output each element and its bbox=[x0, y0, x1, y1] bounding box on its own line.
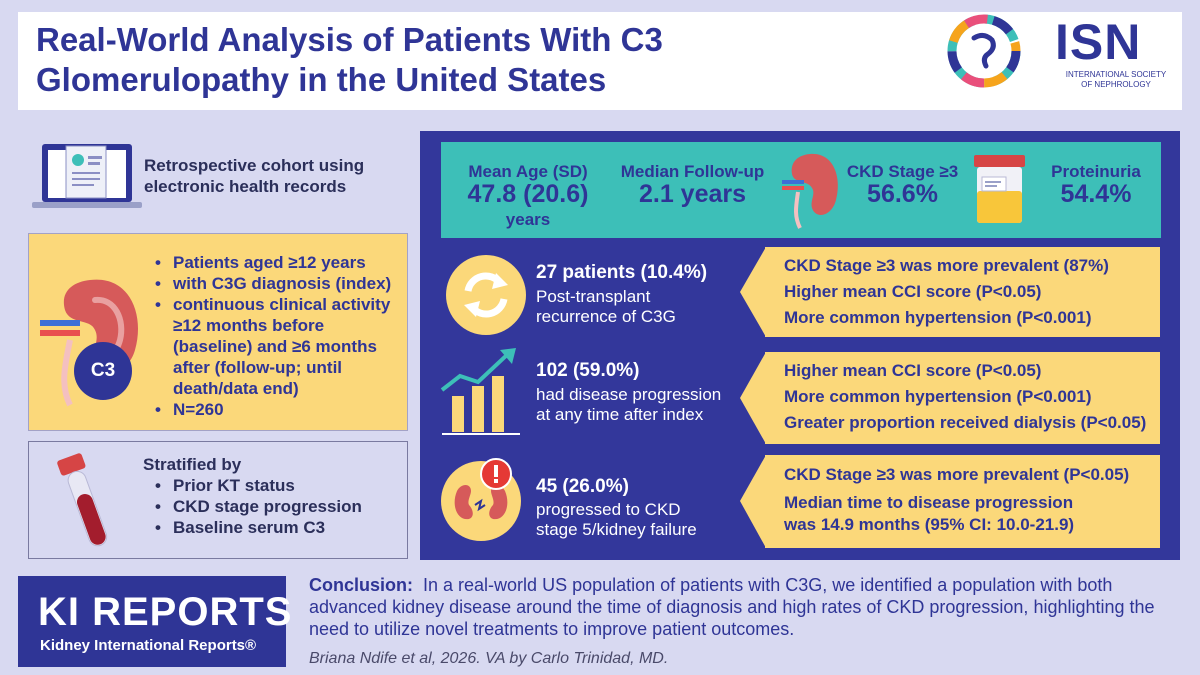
urine-cup-icon bbox=[974, 155, 1025, 223]
laptop-icon bbox=[32, 144, 142, 208]
pointer-arrow-icon bbox=[740, 455, 766, 548]
journal-logo bbox=[18, 576, 286, 667]
conclusion-label: Conclusion: bbox=[309, 575, 413, 595]
list-item: N=260 bbox=[155, 399, 405, 420]
c3-badge: C3 bbox=[74, 342, 132, 400]
finding-details-box bbox=[765, 247, 1160, 337]
header-banner: Real-World Analysis of Patients With C3 … bbox=[18, 12, 1182, 110]
list-item: Patients aged ≥12 years bbox=[155, 252, 405, 273]
recurrence-icon bbox=[446, 255, 526, 335]
list-item: with C3G diagnosis (index) bbox=[155, 273, 405, 294]
list-item: Baseline serum C3 bbox=[155, 517, 405, 538]
inclusion-criteria-list: Patients aged ≥12 years with C3G diagnos… bbox=[155, 252, 405, 420]
mean-age-label: Mean Age (SD) bbox=[468, 162, 588, 181]
finding-details: Higher mean CCI score (P<0.05) More comm… bbox=[784, 361, 1147, 432]
conclusion-text: Conclusion: In a real-world US populatio… bbox=[309, 575, 1155, 639]
pointer-arrow-icon bbox=[740, 247, 766, 337]
finding-description: had disease progression at any time afte… bbox=[536, 385, 722, 424]
ckd-stage-label: CKD Stage ≥3 bbox=[846, 162, 959, 181]
list-item: Prior KT status bbox=[155, 475, 405, 496]
stratification-list: Prior KT status CKD stage progression Ba… bbox=[155, 475, 405, 538]
finding-description: Post-transplant recurrence of C3G bbox=[536, 287, 676, 326]
cohort-description: Retrospective cohort using electronic he… bbox=[144, 156, 365, 196]
list-item: CKD stage progression bbox=[155, 496, 405, 517]
isn-acronym: ISN bbox=[1055, 14, 1142, 70]
blood-tube-icon bbox=[57, 453, 108, 547]
warning-icon bbox=[480, 458, 512, 490]
finding-head: 27 patients (10.4%) bbox=[536, 262, 708, 283]
kidney-icon bbox=[782, 153, 838, 229]
finding-details: CKD Stage ≥3 was more prevalent (P<0.05)… bbox=[784, 465, 1130, 534]
followup-label: Median Follow-up bbox=[620, 162, 765, 181]
ckd-stage-value: 56.6% bbox=[867, 180, 938, 208]
isn-logo-icon bbox=[947, 14, 1021, 88]
mean-age-value: 47.8 (20.6) bbox=[467, 180, 589, 208]
page-title: Real-World Analysis of Patients With C3 … bbox=[36, 21, 663, 98]
credit-line: Briana Ndife et al, 2026. VA by Carlo Tr… bbox=[309, 650, 669, 667]
list-item: continuous clinical activity ≥12 months … bbox=[155, 294, 405, 399]
journal-subtitle: Kidney International Reports® bbox=[40, 637, 257, 654]
finding-details-box bbox=[765, 352, 1160, 444]
proteinuria-value: 54.4% bbox=[1060, 180, 1132, 208]
finding-head: 45 (26.0%) bbox=[536, 476, 629, 497]
journal-title: KI REPORTS bbox=[38, 590, 293, 634]
finding-head: 102 (59.0%) bbox=[536, 360, 640, 381]
finding-details-box bbox=[765, 455, 1160, 548]
stratified-title: Stratified by bbox=[143, 455, 242, 474]
followup-value: 2.1 years bbox=[638, 180, 747, 208]
growth-chart-icon bbox=[440, 348, 520, 435]
pointer-arrow-icon bbox=[740, 352, 766, 444]
proteinuria-label: Proteinuria bbox=[1051, 162, 1141, 181]
finding-description: progressed to CKD stage 5/kidney failure bbox=[536, 500, 697, 539]
finding-details: CKD Stage ≥3 was more prevalent (87%) Hi… bbox=[784, 256, 1109, 327]
isn-subtitle: INTERNATIONAL SOCIETY OF NEPHROLOGY bbox=[1065, 70, 1167, 89]
mean-age-unit: years bbox=[505, 210, 551, 229]
